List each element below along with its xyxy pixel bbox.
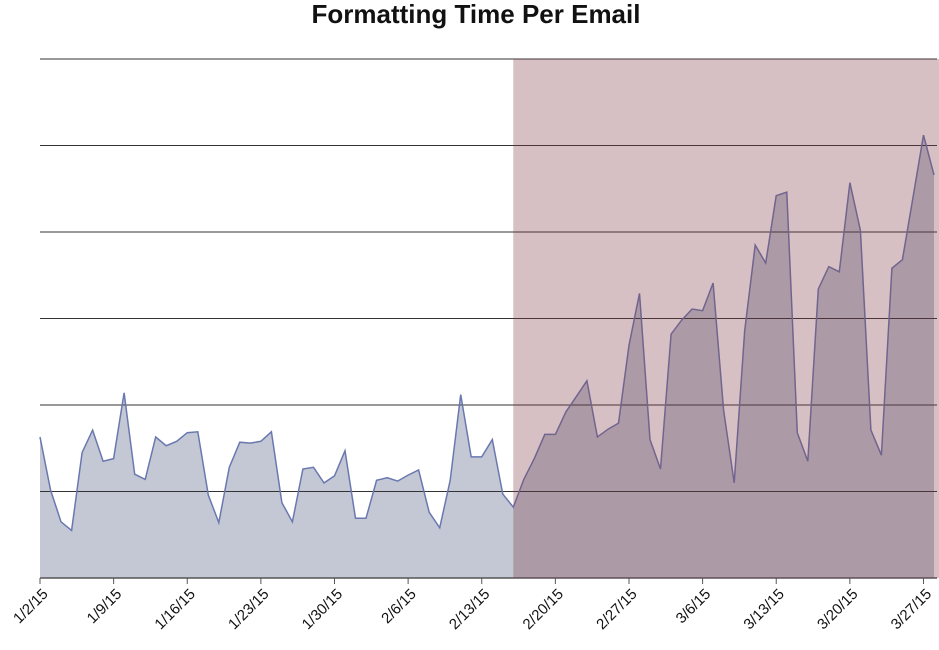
x-tick-label: 3/27/15	[888, 586, 935, 633]
area	[40, 135, 934, 578]
x-tick-label: 3/13/15	[740, 586, 787, 633]
shaded-region	[513, 59, 939, 578]
x-tick-label: 2/27/15	[593, 586, 640, 633]
line	[39, 134, 935, 532]
x-tick-label: 2/6/15	[378, 586, 420, 628]
x-tick-label: 2/13/15	[446, 586, 493, 633]
chart-title: Formatting Time Per Email	[312, 0, 641, 29]
x-tick-label: 2/20/15	[520, 586, 567, 633]
x-tick-label: 1/2/15	[10, 586, 52, 628]
x-tick-label: 1/30/15	[299, 586, 346, 633]
x-tick-label: 3/20/15	[814, 586, 861, 633]
x-tick-label: 1/9/15	[84, 586, 126, 628]
x-tick-label: 3/6/15	[673, 586, 715, 628]
x-tick-label: 1/23/15	[225, 586, 272, 633]
x-tick-label: 1/16/15	[151, 586, 198, 633]
